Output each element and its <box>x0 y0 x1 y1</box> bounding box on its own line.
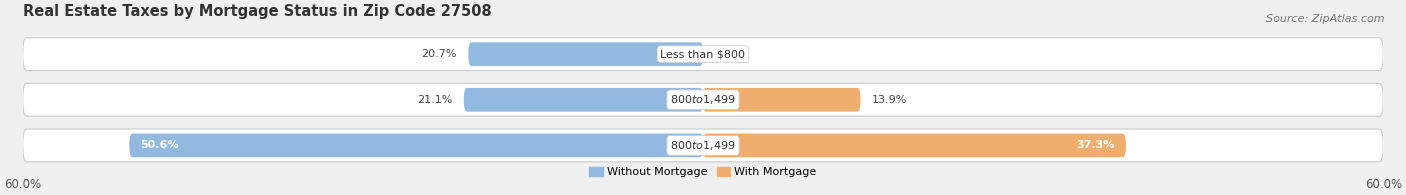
FancyBboxPatch shape <box>129 134 703 157</box>
Text: 13.9%: 13.9% <box>872 95 907 105</box>
Text: $800 to $1,499: $800 to $1,499 <box>671 139 735 152</box>
Text: Source: ZipAtlas.com: Source: ZipAtlas.com <box>1267 14 1385 24</box>
Text: 0.0%: 0.0% <box>714 49 742 59</box>
FancyBboxPatch shape <box>468 42 703 66</box>
FancyBboxPatch shape <box>703 88 860 112</box>
Text: $800 to $1,499: $800 to $1,499 <box>671 93 735 106</box>
Text: 37.3%: 37.3% <box>1076 140 1115 150</box>
Text: Real Estate Taxes by Mortgage Status in Zip Code 27508: Real Estate Taxes by Mortgage Status in … <box>22 4 492 19</box>
FancyBboxPatch shape <box>464 88 703 112</box>
Legend: Without Mortgage, With Mortgage: Without Mortgage, With Mortgage <box>585 162 821 182</box>
FancyBboxPatch shape <box>703 134 1126 157</box>
Text: Less than $800: Less than $800 <box>661 49 745 59</box>
FancyBboxPatch shape <box>22 83 1384 116</box>
FancyBboxPatch shape <box>22 129 1384 162</box>
Text: 50.6%: 50.6% <box>141 140 179 150</box>
FancyBboxPatch shape <box>22 38 1384 71</box>
Text: 20.7%: 20.7% <box>422 49 457 59</box>
Text: 21.1%: 21.1% <box>418 95 453 105</box>
